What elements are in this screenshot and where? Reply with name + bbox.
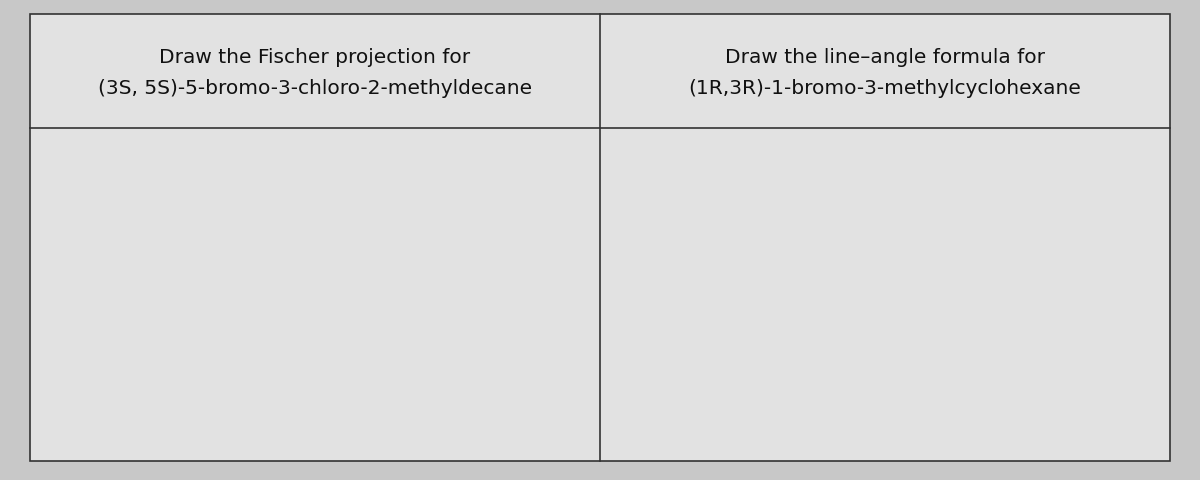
Text: Draw the line–angle formula for: Draw the line–angle formula for	[725, 48, 1045, 67]
Bar	[30, 128, 600, 461]
Text: (1R,3R)-1-bromo-3-methylcyclohexane: (1R,3R)-1-bromo-3-methylcyclohexane	[689, 79, 1081, 98]
Text: (3S, 5S)-5-bromo-3-chloro-2-methyldecane: (3S, 5S)-5-bromo-3-chloro-2-methyldecane	[98, 79, 532, 98]
Bar	[600, 128, 1170, 461]
Bar	[30, 14, 600, 128]
Text: Draw the Fischer projection for: Draw the Fischer projection for	[160, 48, 470, 67]
Bar	[600, 14, 1170, 128]
